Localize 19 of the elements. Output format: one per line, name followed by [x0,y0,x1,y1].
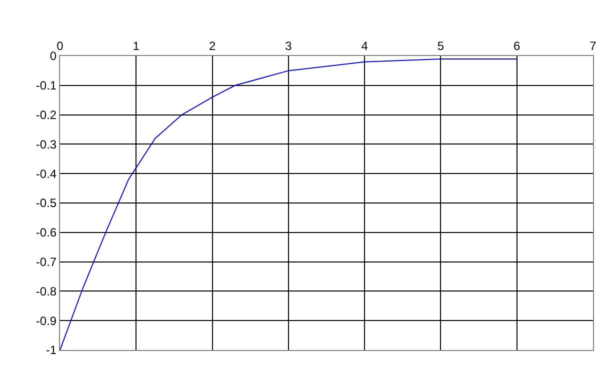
x-tick-label: 2 [208,39,216,54]
x-tick-label: 6 [514,39,521,54]
y-tick-label: -0.5 [36,196,57,210]
x-tick-label: 7 [590,39,597,54]
y-tick-label: -0.9 [36,314,57,328]
x-tick-label: 3 [285,39,292,54]
y-tick-label: -0.7 [36,255,57,269]
line-series [60,58,518,350]
x-tick-label: 4 [361,39,368,54]
y-tick-label: -0.6 [36,226,57,240]
y-tick-label: -1 [46,343,57,358]
y-tick-label: -0.4 [36,166,57,181]
x-tick-label: 1 [132,39,140,54]
y-tick-label: -0.8 [36,284,57,298]
y-tick-label: -0.1 [36,78,57,93]
y-tick-label: -0.3 [36,137,57,152]
y-tick-label: 0 [50,49,57,64]
x-tick-label: 5 [437,39,444,54]
y-tick-label: -0.2 [36,108,57,122]
